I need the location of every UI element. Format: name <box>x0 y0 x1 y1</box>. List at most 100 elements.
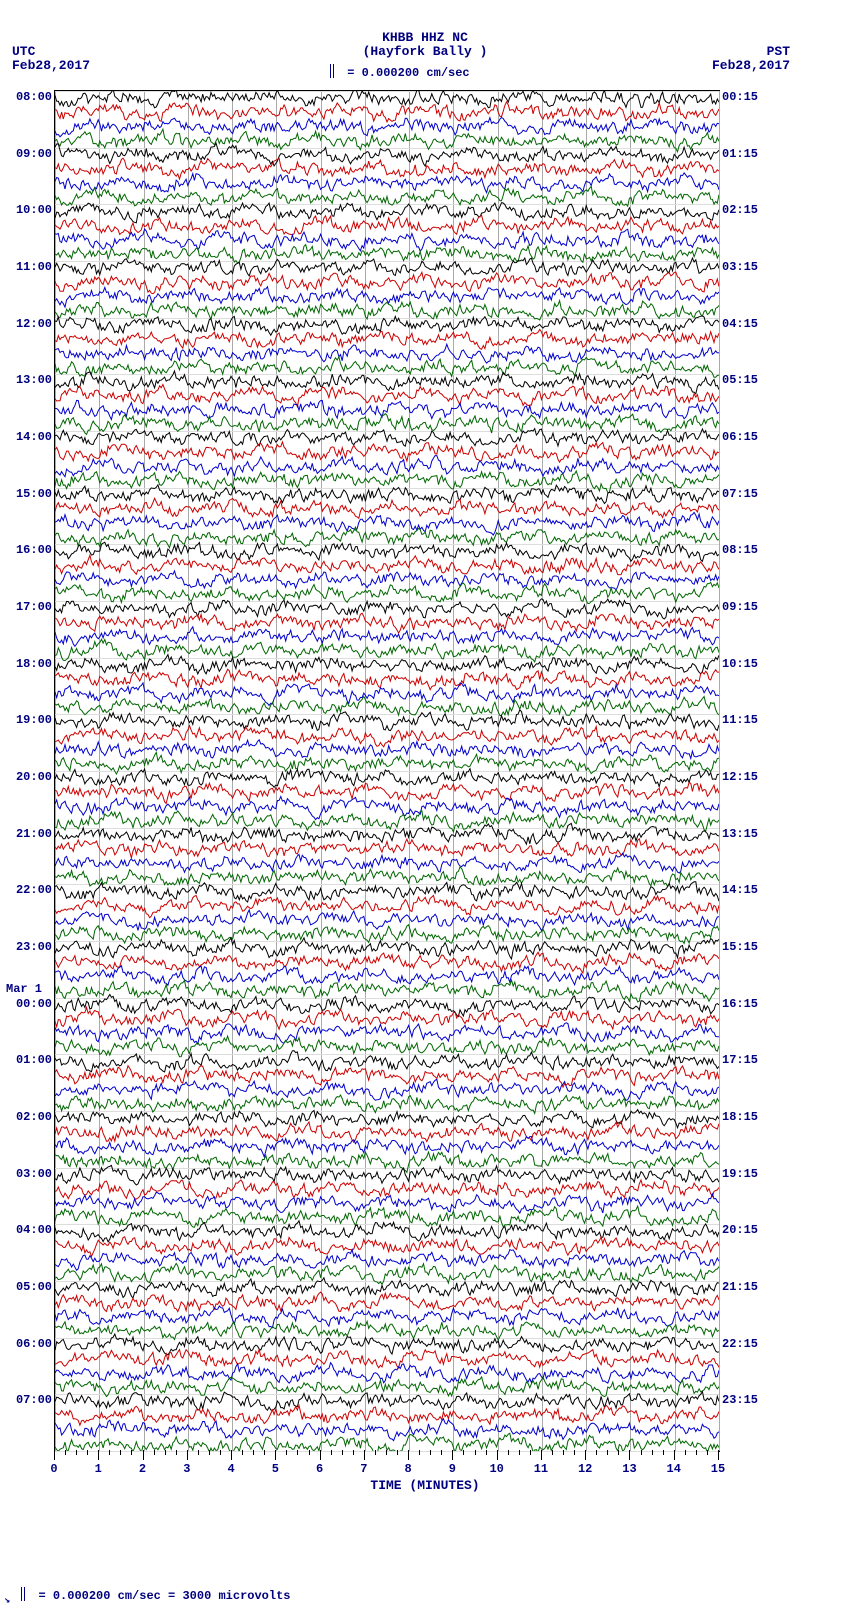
pst-time-label: 08:15 <box>722 543 758 557</box>
waveform-trace <box>55 143 719 166</box>
waveform-trace <box>55 599 719 619</box>
pst-time-label: 00:15 <box>722 90 758 104</box>
pst-time-label: 09:15 <box>722 600 758 614</box>
utc-time-label: 06:00 <box>8 1337 52 1351</box>
waveform-trace <box>55 316 719 335</box>
waveform-trace <box>55 1036 719 1057</box>
waveform-trace <box>55 966 719 986</box>
waveform-trace <box>55 952 719 973</box>
utc-time-label: 12:00 <box>8 317 52 331</box>
x-tick-label: 7 <box>360 1462 367 1476</box>
waveform-trace <box>55 1264 719 1285</box>
waveform-trace <box>55 1419 719 1441</box>
x-tick-minor <box>131 1450 132 1455</box>
waveform-trace <box>55 669 719 690</box>
waveform-svg <box>55 91 719 1451</box>
pst-time-label: 16:15 <box>722 997 758 1011</box>
waveform-trace <box>55 1237 719 1257</box>
utc-time-label: 00:00 <box>8 997 52 1011</box>
x-tick-minor <box>198 1450 199 1455</box>
waveform-trace <box>55 1306 719 1328</box>
scale-bar-icon <box>330 64 334 78</box>
waveform-trace <box>55 301 719 320</box>
x-tick-minor <box>309 1450 310 1455</box>
waveform-trace <box>55 542 719 561</box>
utc-time-label: 14:00 <box>8 430 52 444</box>
waveform-trace <box>55 1334 719 1355</box>
waveform-trace <box>55 639 719 662</box>
footer-scale-bar-icon <box>21 1587 25 1601</box>
waveform-trace <box>55 527 719 548</box>
x-tick-minor <box>685 1450 686 1455</box>
waveform-trace <box>55 1206 719 1227</box>
pst-time-label: 23:15 <box>722 1393 758 1407</box>
waveform-trace <box>55 613 719 633</box>
waveform-trace <box>55 571 719 590</box>
station-name: (Hayfork Bally ) <box>0 44 850 59</box>
pst-time-label: 07:15 <box>722 487 758 501</box>
x-tick-major <box>629 1450 630 1460</box>
utc-time-label: 20:00 <box>8 770 52 784</box>
x-tick-label: 1 <box>95 1462 102 1476</box>
waveform-trace <box>55 867 719 886</box>
waveform-trace <box>55 627 719 647</box>
waveform-trace <box>55 1066 719 1087</box>
x-tick-label: 2 <box>139 1462 146 1476</box>
waveform-trace <box>55 1405 719 1425</box>
waveform-trace <box>55 910 719 931</box>
date-marker: Mar 1 <box>6 982 42 996</box>
x-tick-label: 9 <box>449 1462 456 1476</box>
waveform-trace <box>55 287 719 307</box>
x-tick-minor <box>696 1450 697 1455</box>
x-tick-major <box>320 1450 321 1460</box>
waveform-trace <box>55 980 719 1002</box>
x-tick-minor <box>297 1450 298 1455</box>
waveform-trace <box>55 995 719 1017</box>
waveform-trace <box>55 512 719 535</box>
pst-time-label: 22:15 <box>722 1337 758 1351</box>
station-code: KHBB HHZ NC <box>0 30 850 45</box>
x-tick-major <box>408 1450 409 1460</box>
waveform-trace <box>55 118 719 137</box>
waveform-trace <box>55 215 719 234</box>
waveform-trace <box>55 783 719 804</box>
utc-time-label: 13:00 <box>8 373 52 387</box>
x-tick-major <box>143 1450 144 1460</box>
pst-time-label: 14:15 <box>722 883 758 897</box>
waveform-trace <box>55 683 719 706</box>
waveform-trace <box>55 696 719 715</box>
waveform-trace <box>55 371 719 394</box>
x-tick-minor <box>519 1450 520 1455</box>
x-tick-major <box>674 1450 675 1460</box>
pst-time-label: 20:15 <box>722 1223 758 1237</box>
left-date: Feb28,2017 <box>12 58 90 73</box>
waveform-trace <box>55 1192 719 1213</box>
x-tick-label: 13 <box>622 1462 636 1476</box>
pst-time-label: 05:15 <box>722 373 758 387</box>
x-tick-minor <box>563 1450 564 1455</box>
waveform-trace <box>55 344 719 363</box>
utc-time-label: 08:00 <box>8 90 52 104</box>
utc-time-label: 10:00 <box>8 203 52 217</box>
x-tick-minor <box>220 1450 221 1455</box>
x-axis-title: TIME (MINUTES) <box>0 1478 850 1493</box>
x-tick-major <box>275 1450 276 1460</box>
utc-time-label: 15:00 <box>8 487 52 501</box>
x-tick-label: 8 <box>405 1462 412 1476</box>
waveform-trace <box>55 272 719 294</box>
waveform-trace <box>55 1095 719 1113</box>
waveform-trace <box>55 882 719 902</box>
x-tick-minor <box>65 1450 66 1455</box>
footer-scale-note: ↘ = 0.000200 cm/sec = 3000 microvolts <box>4 1589 290 1607</box>
x-tick-major <box>585 1450 586 1460</box>
waveform-trace <box>55 797 719 820</box>
x-tick-minor <box>663 1450 664 1455</box>
waveform-trace <box>55 91 719 108</box>
waveform-trace <box>55 158 719 179</box>
waveform-trace <box>55 1023 719 1044</box>
utc-time-label: 18:00 <box>8 657 52 671</box>
x-tick-minor <box>607 1450 608 1455</box>
x-tick-minor <box>441 1450 442 1455</box>
waveform-trace <box>55 245 719 264</box>
pst-time-label: 21:15 <box>722 1280 758 1294</box>
